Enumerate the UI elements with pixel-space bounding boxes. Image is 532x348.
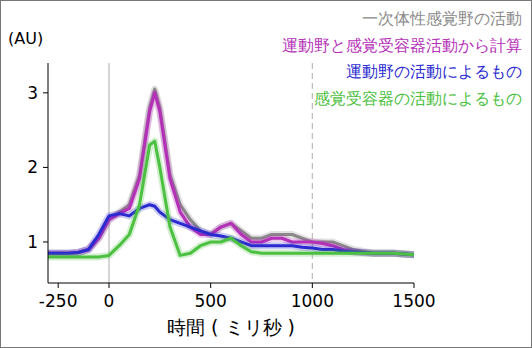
x-tick [210, 283, 211, 288]
x-tick-label: 1000 [291, 291, 334, 311]
y-tick-label: 1 [27, 232, 38, 252]
x-axis [48, 283, 414, 284]
x-axis-label: 時間 ( ミリ秒 ) [167, 316, 295, 338]
y-tick-label: 2 [27, 157, 38, 177]
series-line [48, 93, 414, 255]
y-tick-label: 3 [27, 83, 38, 103]
series-line [48, 205, 414, 255]
chart: 1 2 3 -250 0 500 1000 1500 時間 ( ミリ秒 ) (AU) 一次体性感覚野… [0, 0, 532, 348]
y-tick [43, 92, 48, 93]
x-tick-label: -250 [39, 291, 78, 311]
y-tick [43, 167, 48, 168]
legend-entry: 運動野と感覚受容器活動から計算 [282, 36, 522, 55]
x-tick [109, 283, 110, 288]
x-tick-label: 0 [104, 291, 115, 311]
x-tick-label: 500 [194, 291, 226, 311]
x-tick-label: 1500 [392, 291, 435, 311]
series-band [48, 141, 414, 257]
frame [1, 1, 532, 348]
legend-entry: 感覚受容器の活動によるもの [314, 89, 522, 108]
y-axis-label: (AU) [8, 29, 43, 48]
series-line [48, 141, 414, 257]
x-tick [414, 283, 415, 288]
series-band [48, 93, 414, 255]
legend-entry: 運動野の活動によるもの [346, 62, 522, 81]
plot-lines [48, 89, 414, 257]
y-tick [43, 241, 48, 242]
legend-entry: 一次体性感覚野の活動 [362, 9, 522, 28]
y-axis [48, 63, 49, 283]
series-band [48, 89, 414, 255]
series-line [48, 89, 414, 255]
series-band [48, 205, 414, 255]
x-tick [58, 283, 59, 288]
reference-line [108, 63, 109, 283]
x-tick [312, 283, 313, 288]
